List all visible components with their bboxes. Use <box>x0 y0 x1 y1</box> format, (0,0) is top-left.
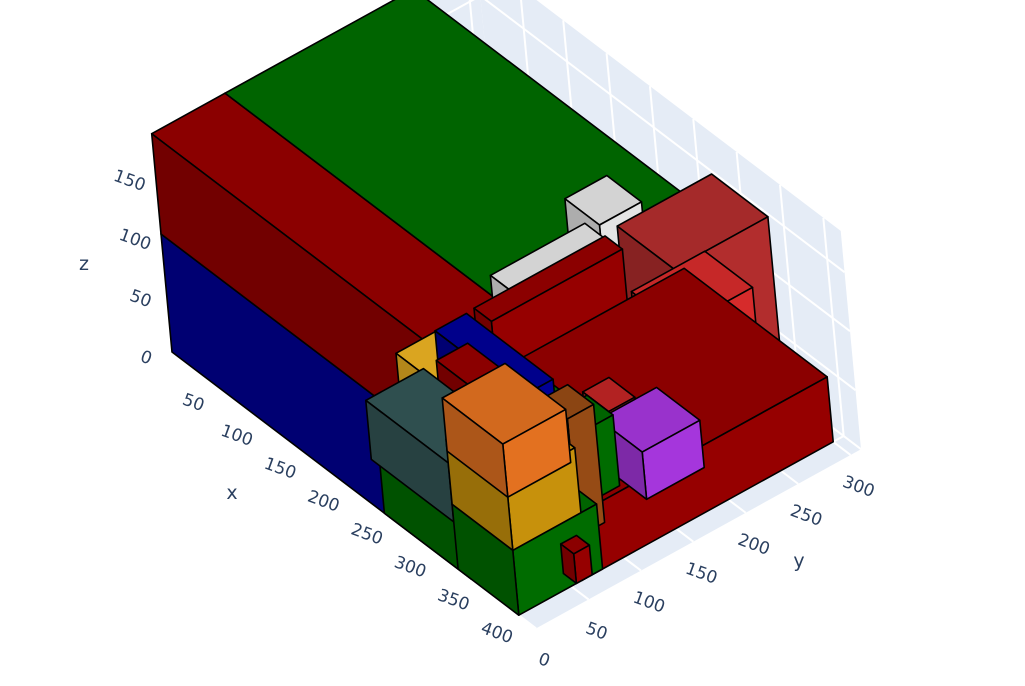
z-tick-label: 100 <box>116 225 153 255</box>
x-tick-label: 150 <box>261 454 298 484</box>
x-tick-label: 250 <box>348 520 385 550</box>
y-tick-label: 0 <box>536 649 553 671</box>
y-tick-label: 100 <box>630 588 667 618</box>
y-tick-label: 50 <box>583 618 610 644</box>
y-tick-label: 150 <box>683 559 720 589</box>
y-tick-label: 200 <box>735 530 772 560</box>
box-36 <box>559 534 594 585</box>
z-tick-label: 0 <box>137 347 154 369</box>
box-35 <box>441 362 572 499</box>
z-axis-title: z <box>79 253 89 275</box>
x-tick-label: 300 <box>391 552 428 582</box>
x-axis-title: x <box>226 482 237 504</box>
box-side-face <box>441 397 509 499</box>
boxes-layer <box>150 0 835 617</box>
x-tick-label: 50 <box>180 390 207 416</box>
x-tick-label: 400 <box>478 618 515 648</box>
z-tick-label: 50 <box>127 286 154 312</box>
x-tick-label: 350 <box>435 585 472 615</box>
y-axis-title: y <box>793 550 804 572</box>
z-gridline <box>484 0 846 273</box>
x-tick-label: 200 <box>305 487 342 517</box>
box-side-face <box>559 543 578 585</box>
x-gridline <box>822 217 845 437</box>
y-tick-label: 300 <box>840 472 877 502</box>
z-tick-label: 150 <box>111 166 148 196</box>
y-tick-label: 250 <box>787 501 824 531</box>
x-tick-label: 100 <box>218 421 255 451</box>
